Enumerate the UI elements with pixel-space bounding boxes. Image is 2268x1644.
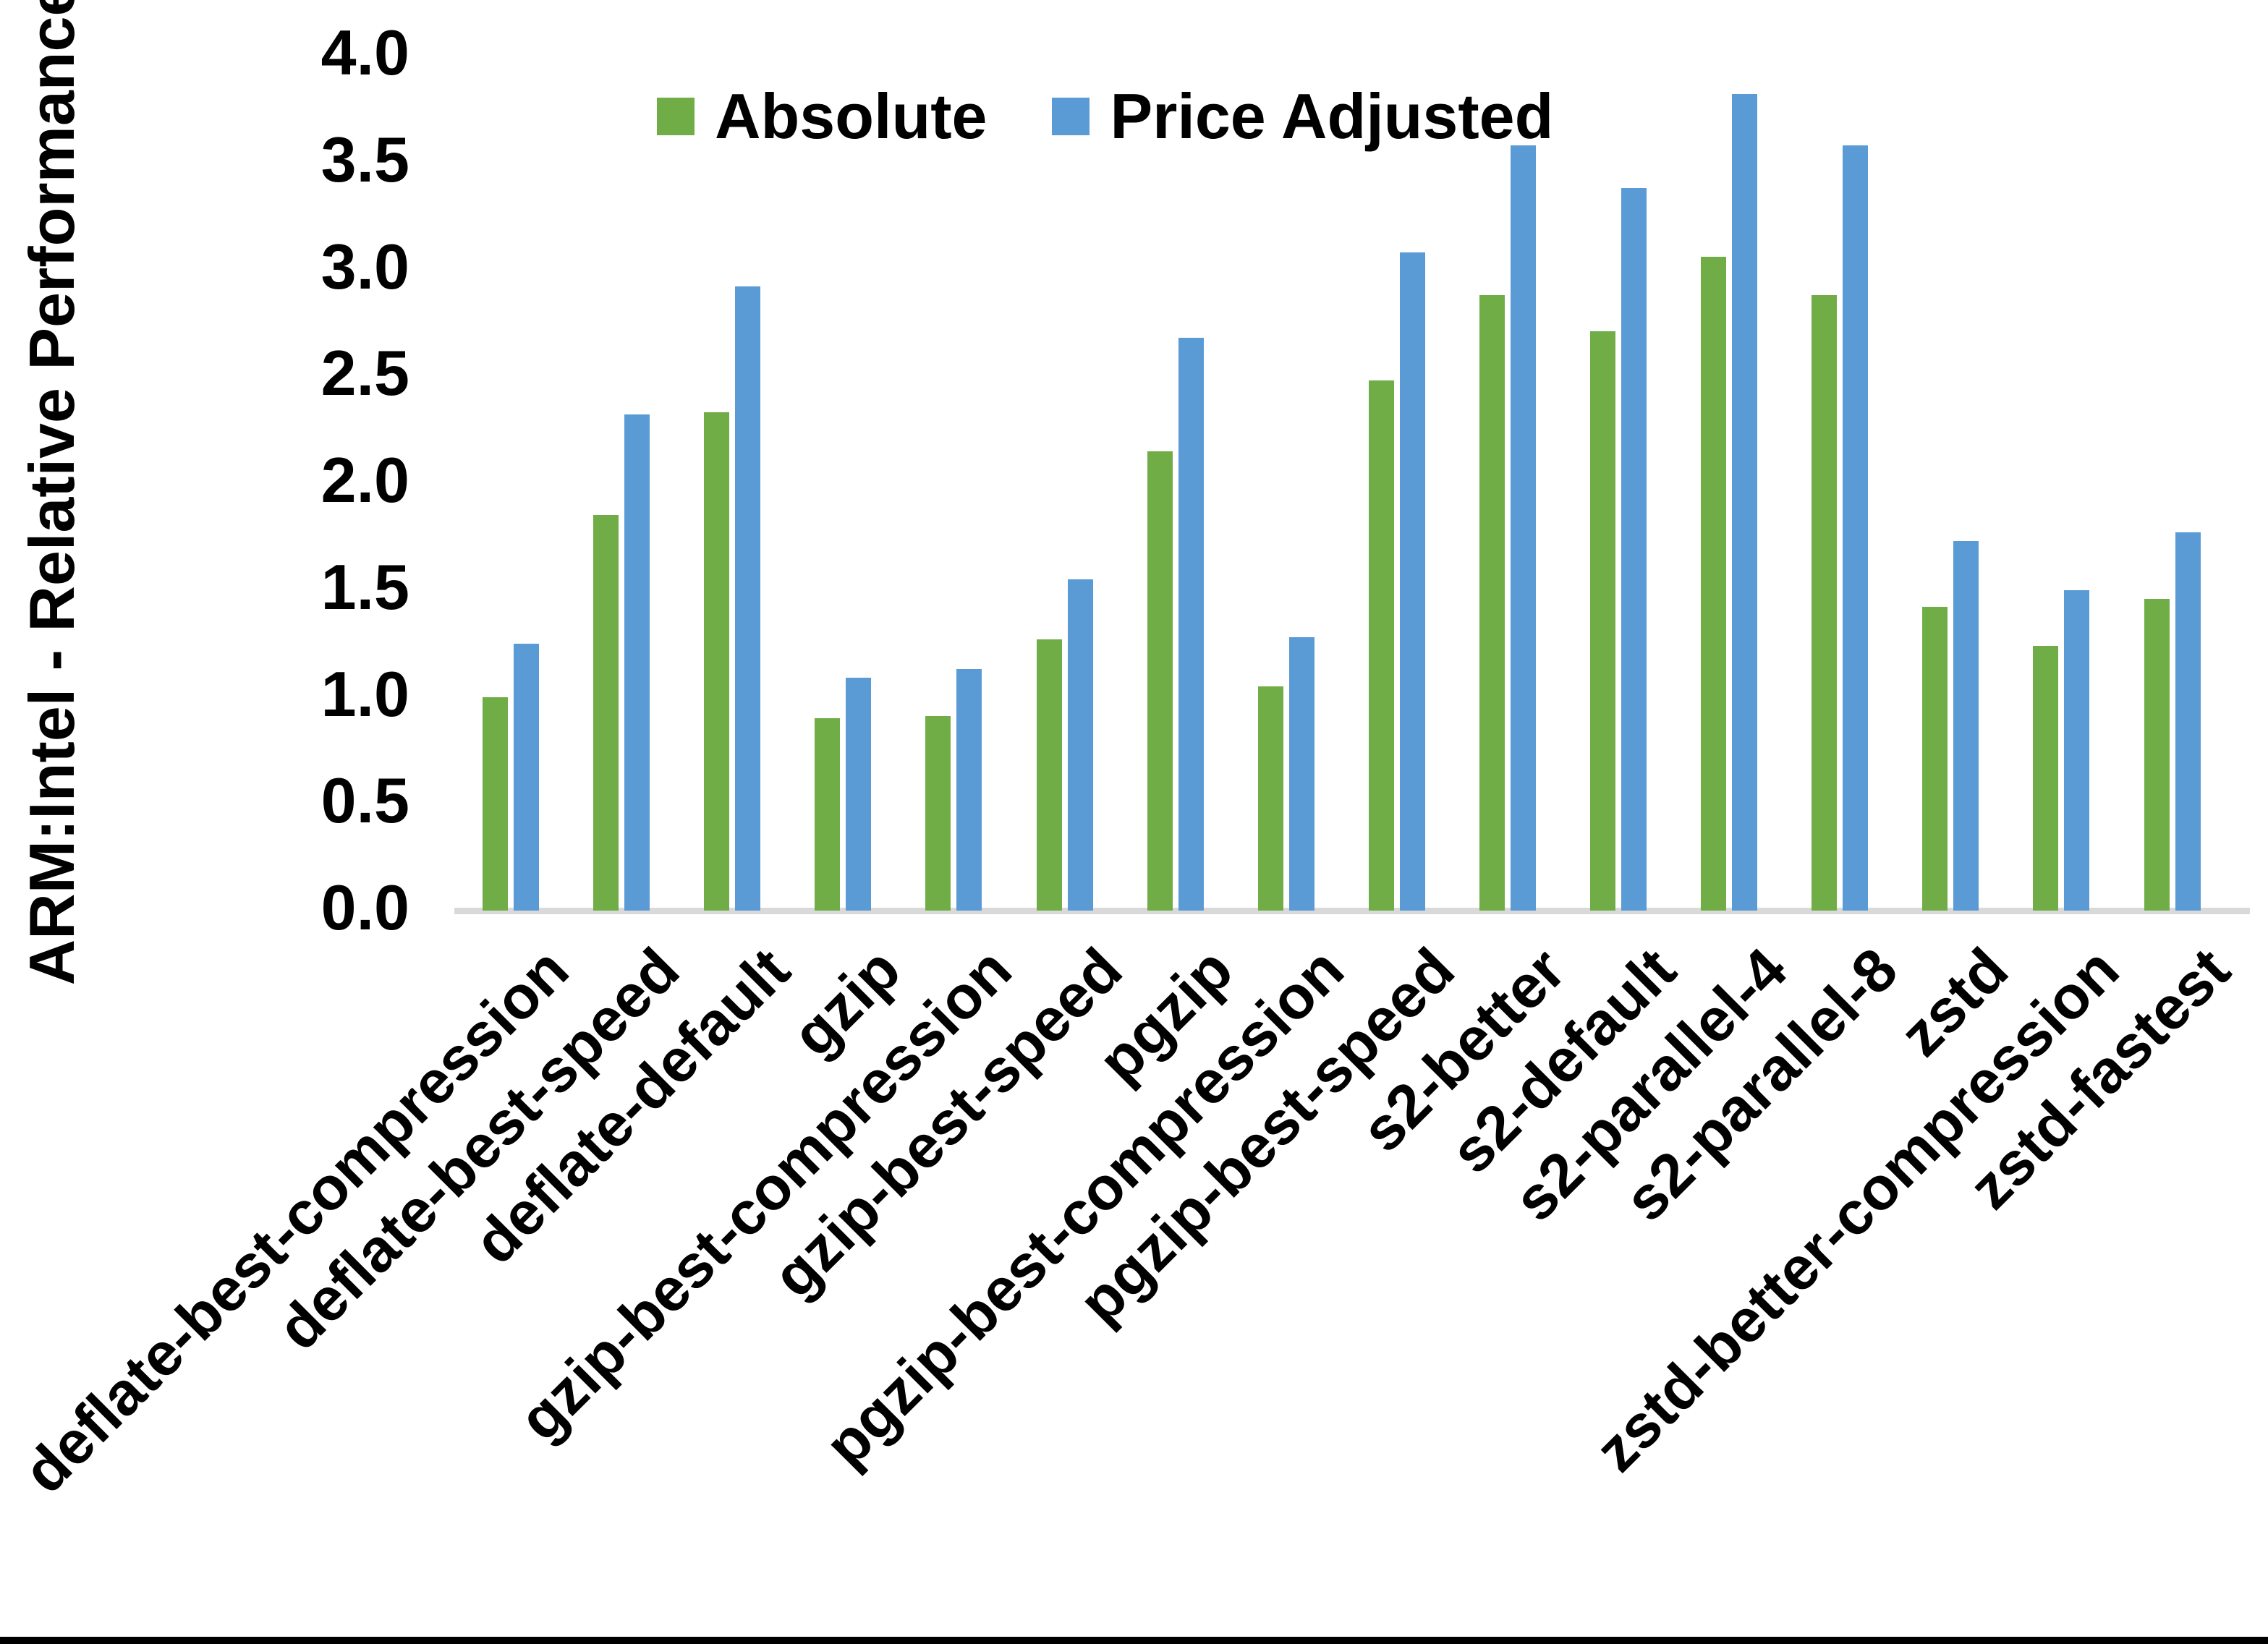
bar-price-adjusted-zstd-better-compression — [2064, 589, 2090, 911]
y-tick-label-0.5: 0.5 — [320, 764, 409, 837]
bar-absolute-deflate-best-compression — [483, 697, 508, 911]
y-tick-label-2.5: 2.5 — [320, 337, 409, 409]
bar-absolute-s2-better — [1479, 294, 1505, 911]
y-tick-label-1.5: 1.5 — [320, 550, 409, 623]
bar-price-adjusted-s2-better — [1510, 145, 1536, 911]
y-tick-label-2.0: 2.0 — [320, 443, 409, 516]
bar-price-adjusted-s2-default — [1621, 188, 1647, 911]
legend-swatch-absolute — [657, 97, 695, 135]
bar-absolute-zstd — [1922, 607, 1948, 911]
bar-absolute-pgzip — [1147, 451, 1173, 911]
bar-absolute-pgzip-best-speed — [1368, 380, 1394, 911]
legend-label-absolute: Absolute — [715, 80, 988, 152]
y-tick-label-4.0: 4.0 — [320, 16, 409, 88]
bar-absolute-s2-parallel-8 — [1812, 294, 1838, 911]
bar-absolute-deflate-best-speed — [593, 515, 619, 911]
bar-absolute-s2-parallel-4 — [1701, 256, 1727, 911]
bar-price-adjusted-deflate-best-speed — [624, 414, 650, 911]
bar-price-adjusted-deflate-default — [735, 286, 761, 911]
bar-price-adjusted-pgzip — [1178, 338, 1204, 911]
bar-price-adjusted-pgzip-best-compression — [1288, 636, 1314, 911]
bar-price-adjusted-s2-parallel-4 — [1732, 94, 1758, 911]
bottom-border — [0, 1637, 2268, 1644]
legend-item-price-adjusted: Price Adjusted — [1052, 80, 1553, 153]
legend-swatch-price-adjusted — [1052, 97, 1090, 135]
x-axis-line — [454, 908, 2250, 914]
y-tick-label-3.5: 3.5 — [320, 123, 409, 195]
bar-price-adjusted-gzip-best-compression — [956, 669, 982, 911]
y-tick-label-1.0: 1.0 — [320, 657, 409, 730]
bar-absolute-gzip — [815, 718, 841, 911]
bar-absolute-zstd-better-compression — [2033, 645, 2059, 911]
bar-price-adjusted-gzip — [846, 677, 872, 911]
bar-price-adjusted-zstd-fastest — [2175, 532, 2201, 911]
legend-item-absolute: Absolute — [657, 80, 987, 153]
bar-price-adjusted-gzip-best-speed — [1067, 579, 1093, 911]
bar-price-adjusted-zstd — [1953, 540, 1979, 911]
y-tick-label-0.0: 0.0 — [320, 871, 409, 943]
y-tick-label-3.0: 3.0 — [320, 230, 409, 302]
bar-absolute-gzip-best-speed — [1036, 639, 1062, 911]
bar-price-adjusted-deflate-best-compression — [514, 643, 539, 911]
bar-absolute-pgzip-best-compression — [1257, 686, 1283, 911]
legend: Absolute Price Adjusted — [657, 78, 1553, 154]
bar-price-adjusted-pgzip-best-speed — [1399, 252, 1425, 911]
bar-absolute-s2-default — [1590, 331, 1615, 911]
bar-absolute-deflate-default — [704, 412, 730, 911]
bar-absolute-gzip-best-compression — [925, 716, 951, 911]
bar-absolute-zstd-fastest — [2144, 598, 2170, 911]
legend-label-price-adjusted: Price Adjusted — [1110, 80, 1554, 152]
bar-price-adjusted-s2-parallel-8 — [1843, 145, 1869, 911]
